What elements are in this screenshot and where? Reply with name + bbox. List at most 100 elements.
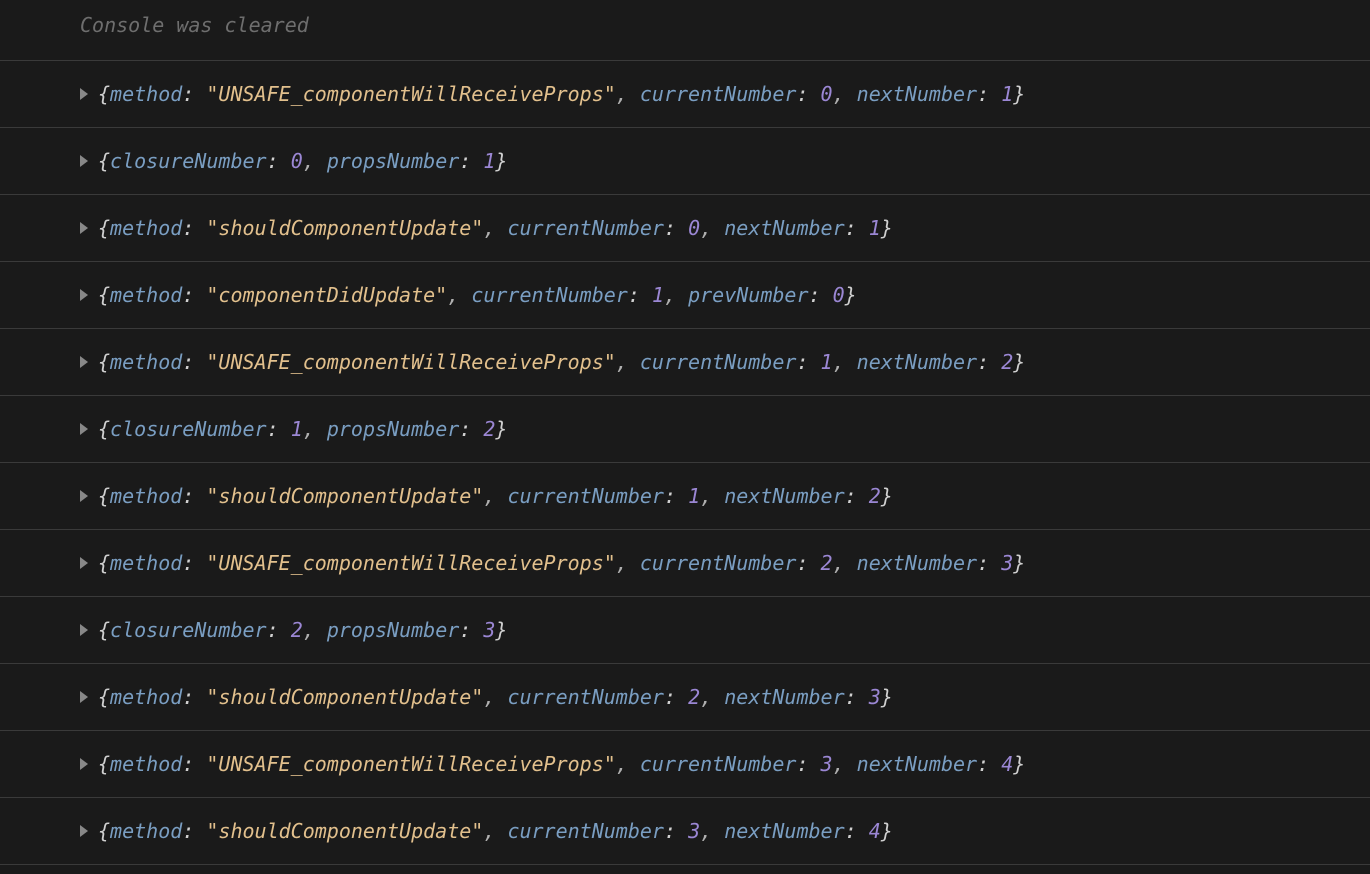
expand-arrow-icon[interactable] xyxy=(80,356,88,368)
expand-arrow-icon[interactable] xyxy=(80,490,88,502)
object-value: "shouldComponentUpdate" xyxy=(206,819,483,843)
expand-arrow-icon[interactable] xyxy=(80,758,88,770)
open-brace: { xyxy=(98,216,110,240)
object-key: currentNumber xyxy=(507,685,664,709)
close-brace: } xyxy=(495,417,507,441)
colon: : xyxy=(182,685,206,709)
object-key: currentNumber xyxy=(507,819,664,843)
expand-arrow-icon[interactable] xyxy=(80,825,88,837)
console-log-row[interactable]: {method: "shouldComponentUpdate", curren… xyxy=(0,195,1370,262)
colon: : xyxy=(845,484,869,508)
console-log-row[interactable]: {closureNumber: 0, propsNumber: 1} xyxy=(0,128,1370,195)
object-value: 0 xyxy=(833,283,845,307)
expand-arrow-icon[interactable] xyxy=(80,222,88,234)
comma: , xyxy=(616,551,640,575)
comma: , xyxy=(700,216,724,240)
object-value: 0 xyxy=(821,82,833,106)
comma: , xyxy=(664,283,688,307)
log-object: {method: "UNSAFE_componentWillReceivePro… xyxy=(98,81,1025,107)
console-output: Console was cleared{method: "UNSAFE_comp… xyxy=(0,0,1370,865)
expand-arrow-icon[interactable] xyxy=(80,155,88,167)
console-log-row[interactable]: {method: "UNSAFE_componentWillReceivePro… xyxy=(0,61,1370,128)
object-value: 3 xyxy=(1001,551,1013,575)
expand-arrow-icon[interactable] xyxy=(80,423,88,435)
log-object: {method: "shouldComponentUpdate", curren… xyxy=(98,215,893,241)
console-cleared-message: Console was cleared xyxy=(0,0,1370,61)
open-brace: { xyxy=(98,82,110,106)
object-key: method xyxy=(110,283,182,307)
log-object: {method: "componentDidUpdate", currentNu… xyxy=(98,282,857,308)
colon: : xyxy=(182,216,206,240)
close-brace: } xyxy=(881,685,893,709)
expand-arrow-icon[interactable] xyxy=(80,557,88,569)
colon: : xyxy=(845,216,869,240)
open-brace: { xyxy=(98,484,110,508)
object-key: propsNumber xyxy=(327,417,459,441)
colon: : xyxy=(182,350,206,374)
console-log-row[interactable]: {closureNumber: 2, propsNumber: 3} xyxy=(0,597,1370,664)
object-value: 1 xyxy=(869,216,881,240)
comma: , xyxy=(833,752,857,776)
colon: : xyxy=(459,618,483,642)
object-key: nextNumber xyxy=(724,216,844,240)
log-object: {closureNumber: 0, propsNumber: 1} xyxy=(98,148,507,174)
close-brace: } xyxy=(881,484,893,508)
object-value: 1 xyxy=(652,283,664,307)
console-log-row[interactable]: {closureNumber: 1, propsNumber: 2} xyxy=(0,396,1370,463)
console-log-row[interactable]: {method: "shouldComponentUpdate", curren… xyxy=(0,463,1370,530)
close-brace: } xyxy=(881,819,893,843)
object-key: currentNumber xyxy=(507,216,664,240)
expand-arrow-icon[interactable] xyxy=(80,88,88,100)
object-value: 2 xyxy=(483,417,495,441)
object-key: method xyxy=(110,819,182,843)
colon: : xyxy=(977,752,1001,776)
object-value: "UNSAFE_componentWillReceiveProps" xyxy=(206,752,615,776)
log-object: {method: "UNSAFE_componentWillReceivePro… xyxy=(98,349,1025,375)
colon: : xyxy=(182,752,206,776)
object-value: "shouldComponentUpdate" xyxy=(206,216,483,240)
console-log-row[interactable]: {method: "shouldComponentUpdate", curren… xyxy=(0,664,1370,731)
comma: , xyxy=(616,752,640,776)
object-key: propsNumber xyxy=(327,149,459,173)
open-brace: { xyxy=(98,685,110,709)
object-key: currentNumber xyxy=(640,82,797,106)
console-log-row[interactable]: {method: "componentDidUpdate", currentNu… xyxy=(0,262,1370,329)
object-key: method xyxy=(110,216,182,240)
object-value: "UNSAFE_componentWillReceiveProps" xyxy=(206,350,615,374)
comma: , xyxy=(616,350,640,374)
comma: , xyxy=(303,618,327,642)
close-brace: } xyxy=(845,283,857,307)
console-log-row[interactable]: {method: "UNSAFE_componentWillReceivePro… xyxy=(0,329,1370,396)
colon: : xyxy=(796,551,820,575)
object-value: 2 xyxy=(869,484,881,508)
close-brace: } xyxy=(881,216,893,240)
object-key: method xyxy=(110,551,182,575)
object-value: 1 xyxy=(291,417,303,441)
object-value: "componentDidUpdate" xyxy=(206,283,447,307)
object-value: 2 xyxy=(1001,350,1013,374)
colon: : xyxy=(182,283,206,307)
console-log-row[interactable]: {method: "UNSAFE_componentWillReceivePro… xyxy=(0,530,1370,597)
comma: , xyxy=(700,819,724,843)
object-value: 0 xyxy=(291,149,303,173)
object-key: closureNumber xyxy=(110,417,267,441)
close-brace: } xyxy=(1013,551,1025,575)
open-brace: { xyxy=(98,350,110,374)
object-value: "UNSAFE_componentWillReceiveProps" xyxy=(206,82,615,106)
close-brace: } xyxy=(1013,350,1025,374)
console-log-row[interactable]: {method: "shouldComponentUpdate", curren… xyxy=(0,798,1370,865)
colon: : xyxy=(796,752,820,776)
colon: : xyxy=(977,82,1001,106)
object-value: 3 xyxy=(869,685,881,709)
colon: : xyxy=(182,82,206,106)
expand-arrow-icon[interactable] xyxy=(80,691,88,703)
object-value: 1 xyxy=(1001,82,1013,106)
object-key: closureNumber xyxy=(110,618,267,642)
object-key: method xyxy=(110,82,182,106)
object-value: "shouldComponentUpdate" xyxy=(206,484,483,508)
expand-arrow-icon[interactable] xyxy=(80,624,88,636)
comma: , xyxy=(303,149,327,173)
expand-arrow-icon[interactable] xyxy=(80,289,88,301)
object-value: "UNSAFE_componentWillReceiveProps" xyxy=(206,551,615,575)
console-log-row[interactable]: {method: "UNSAFE_componentWillReceivePro… xyxy=(0,731,1370,798)
